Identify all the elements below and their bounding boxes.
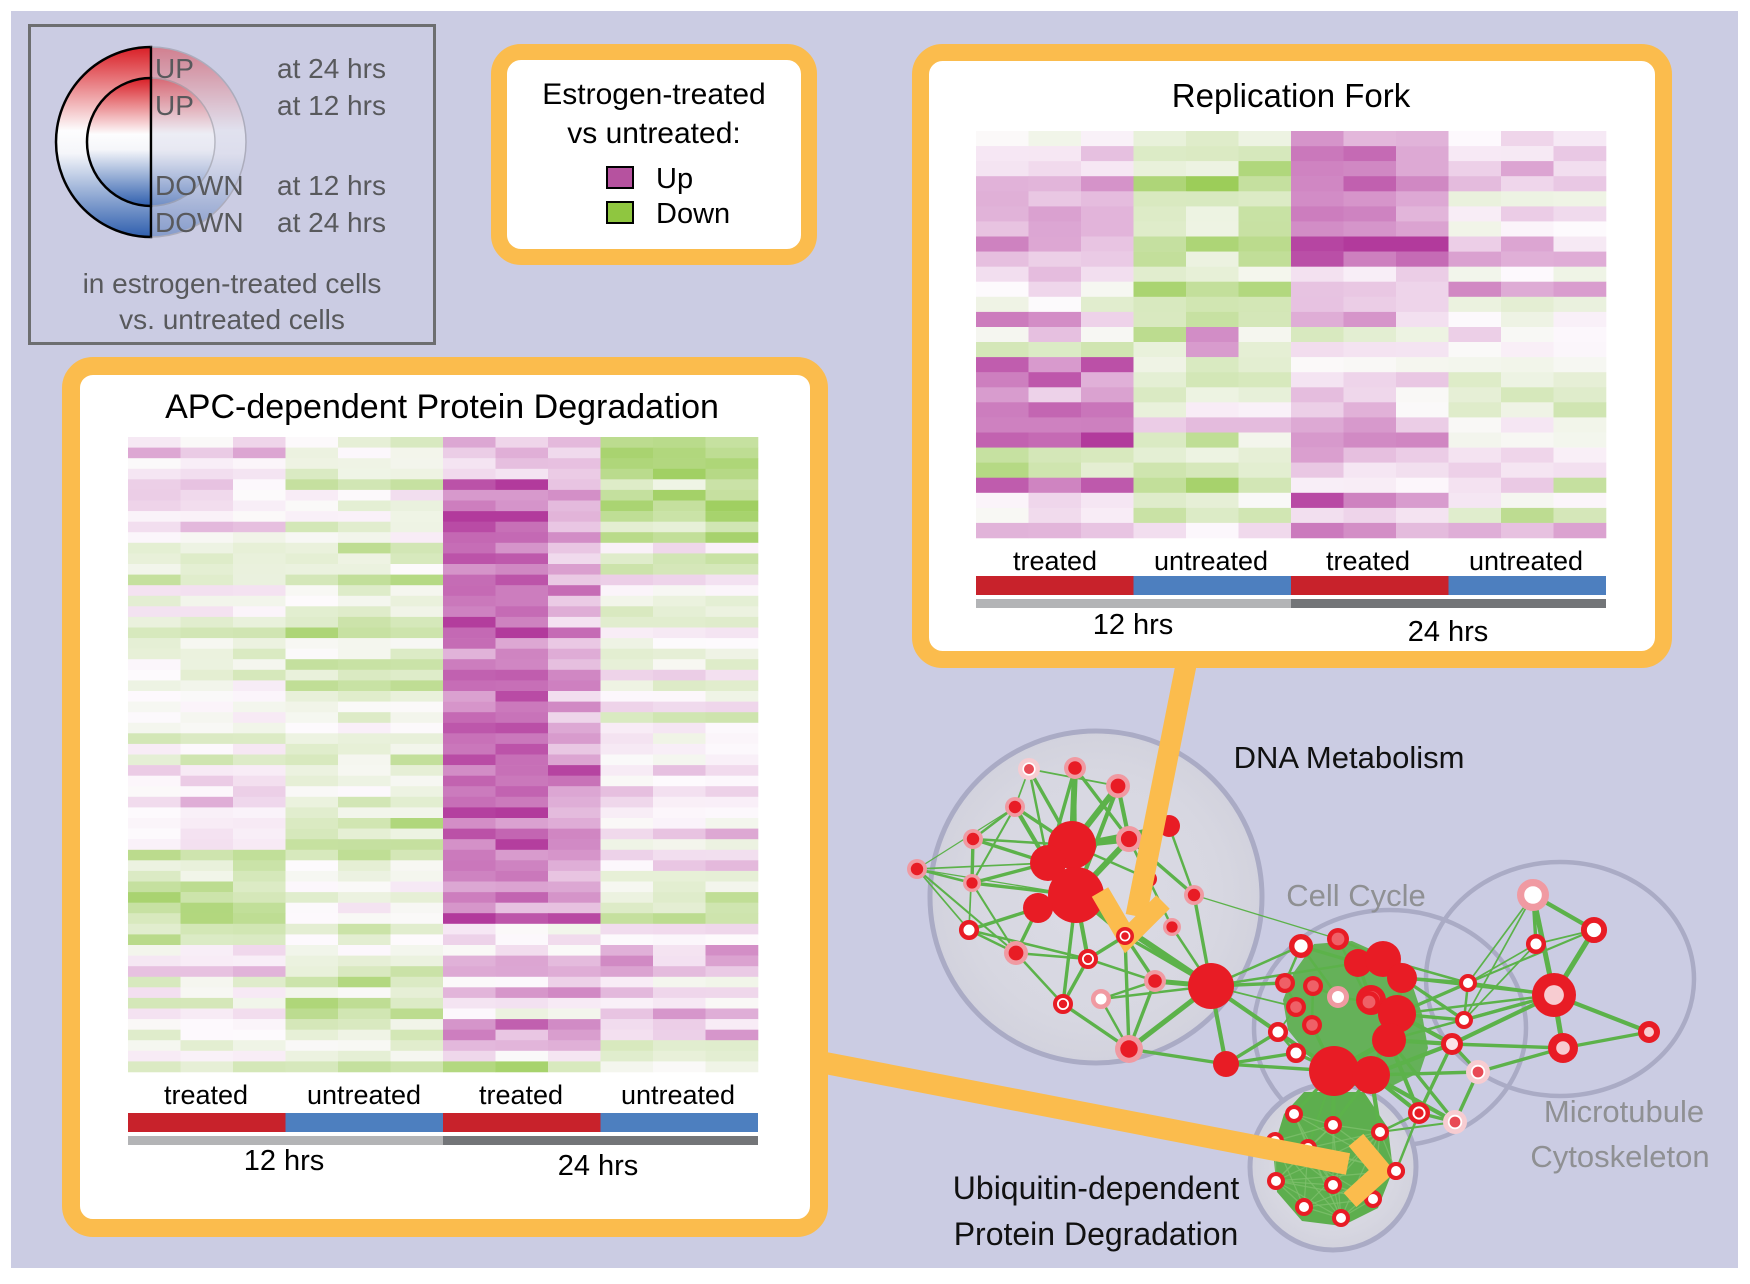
svg-text:Down: Down: [656, 198, 730, 230]
svg-text:12 hrs: 12 hrs: [244, 1145, 325, 1177]
svg-text:at 12 hrs: at 12 hrs: [277, 170, 386, 201]
svg-text:UP: UP: [155, 53, 194, 84]
svg-text:treated: treated: [479, 1080, 563, 1110]
svg-text:vs untreated:: vs untreated:: [567, 117, 740, 150]
svg-text:Microtubule: Microtubule: [1544, 1094, 1704, 1129]
svg-text:Cell Cycle: Cell Cycle: [1286, 878, 1426, 913]
svg-text:Ubiquitin-dependent: Ubiquitin-dependent: [953, 1170, 1240, 1206]
svg-text:24 hrs: 24 hrs: [1408, 616, 1489, 648]
svg-text:Protein Degradation: Protein Degradation: [954, 1216, 1239, 1252]
svg-text:treated: treated: [1326, 546, 1410, 576]
svg-text:treated: treated: [1013, 546, 1097, 576]
svg-text:24 hrs: 24 hrs: [558, 1150, 639, 1182]
svg-text:treated: treated: [164, 1080, 248, 1110]
svg-text:DOWN: DOWN: [155, 170, 244, 201]
svg-text:untreated: untreated: [1154, 546, 1268, 576]
svg-text:Estrogen-treated: Estrogen-treated: [542, 78, 765, 111]
svg-text:Up: Up: [656, 163, 693, 195]
svg-text:at 24 hrs: at 24 hrs: [277, 53, 386, 84]
svg-text:APC-dependent Protein Degradat: APC-dependent Protein Degradation: [165, 388, 719, 426]
svg-text:untreated: untreated: [621, 1080, 735, 1110]
svg-text:UP: UP: [155, 90, 194, 121]
svg-text:Replication Fork: Replication Fork: [1172, 77, 1411, 114]
svg-text:DNA Metabolism: DNA Metabolism: [1234, 740, 1465, 775]
svg-text:at 12 hrs: at 12 hrs: [277, 90, 386, 121]
svg-text:DOWN: DOWN: [155, 207, 244, 238]
svg-text:vs. untreated cells: vs. untreated cells: [119, 304, 345, 335]
svg-text:12 hrs: 12 hrs: [1093, 609, 1174, 641]
svg-text:untreated: untreated: [1469, 546, 1583, 576]
svg-text:at 24 hrs: at 24 hrs: [277, 207, 386, 238]
svg-text:untreated: untreated: [307, 1080, 421, 1110]
svg-text:in estrogen-treated cells: in estrogen-treated cells: [83, 268, 382, 299]
svg-text:Cytoskeleton: Cytoskeleton: [1530, 1139, 1709, 1174]
